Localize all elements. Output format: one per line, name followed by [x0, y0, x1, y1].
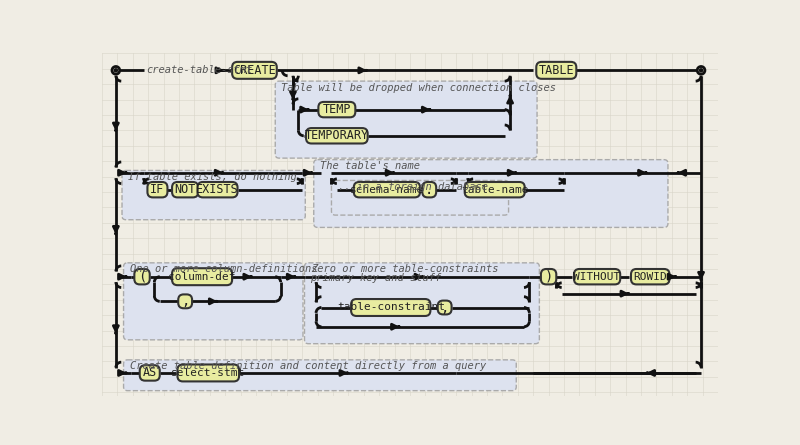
FancyBboxPatch shape — [198, 182, 238, 198]
FancyBboxPatch shape — [178, 364, 239, 381]
FancyBboxPatch shape — [314, 160, 668, 227]
FancyBboxPatch shape — [351, 299, 430, 316]
Text: NOT: NOT — [174, 183, 196, 196]
Text: Table will be dropped when connection closes: Table will be dropped when connection cl… — [282, 83, 557, 93]
FancyBboxPatch shape — [123, 263, 303, 340]
FancyBboxPatch shape — [331, 181, 509, 215]
FancyBboxPatch shape — [422, 182, 436, 198]
Text: AS: AS — [142, 366, 157, 380]
Text: TABLE: TABLE — [538, 64, 574, 77]
Text: WITHOUT: WITHOUT — [574, 272, 621, 282]
Text: select-stmt: select-stmt — [171, 368, 246, 378]
Text: TEMP: TEMP — [322, 103, 351, 116]
FancyBboxPatch shape — [541, 269, 556, 284]
Text: TEMPORARY: TEMPORARY — [305, 129, 369, 142]
Text: ,: , — [181, 294, 190, 308]
FancyBboxPatch shape — [147, 182, 167, 198]
FancyBboxPatch shape — [465, 182, 525, 198]
Text: column-def: column-def — [168, 272, 236, 282]
FancyBboxPatch shape — [123, 360, 516, 391]
Text: create-table-stmt: create-table-stmt — [146, 65, 252, 75]
FancyBboxPatch shape — [172, 182, 198, 198]
FancyBboxPatch shape — [178, 295, 192, 308]
FancyBboxPatch shape — [318, 102, 355, 117]
Text: .: . — [425, 183, 434, 197]
FancyBboxPatch shape — [134, 269, 150, 284]
FancyBboxPatch shape — [574, 269, 620, 284]
Text: EXISTS: EXISTS — [196, 183, 239, 196]
Text: schema-name: schema-name — [350, 185, 424, 195]
FancyBboxPatch shape — [305, 263, 539, 344]
Text: CREATE: CREATE — [233, 64, 276, 77]
FancyBboxPatch shape — [536, 62, 576, 79]
Text: (: ( — [138, 270, 146, 284]
FancyBboxPatch shape — [438, 300, 451, 315]
FancyBboxPatch shape — [122, 170, 306, 220]
FancyBboxPatch shape — [354, 182, 420, 198]
FancyBboxPatch shape — [172, 268, 232, 285]
Text: table-constraint: table-constraint — [337, 303, 445, 312]
Text: ,: , — [441, 300, 449, 315]
Circle shape — [699, 69, 702, 72]
Text: ): ) — [545, 270, 553, 284]
FancyBboxPatch shape — [631, 269, 670, 284]
FancyBboxPatch shape — [232, 62, 277, 79]
Text: ROWID: ROWID — [634, 272, 667, 282]
FancyBboxPatch shape — [275, 81, 537, 158]
Text: primary key and stuff: primary key and stuff — [310, 273, 441, 283]
Text: One or more column-definitions: One or more column-definitions — [130, 264, 318, 275]
Text: The table's name: The table's name — [320, 161, 420, 171]
Text: Create table definition and content directly from a query: Create table definition and content dire… — [130, 361, 486, 372]
Text: ...in a foreign database: ...in a foreign database — [338, 182, 488, 192]
Text: IF: IF — [150, 183, 165, 196]
FancyBboxPatch shape — [140, 365, 160, 380]
Text: If table exists, do nothing: If table exists, do nothing — [128, 172, 297, 182]
Text: Zero or more table-constraints: Zero or more table-constraints — [310, 264, 498, 275]
Circle shape — [114, 69, 118, 72]
Text: table-name: table-name — [461, 185, 529, 195]
FancyBboxPatch shape — [306, 128, 368, 143]
